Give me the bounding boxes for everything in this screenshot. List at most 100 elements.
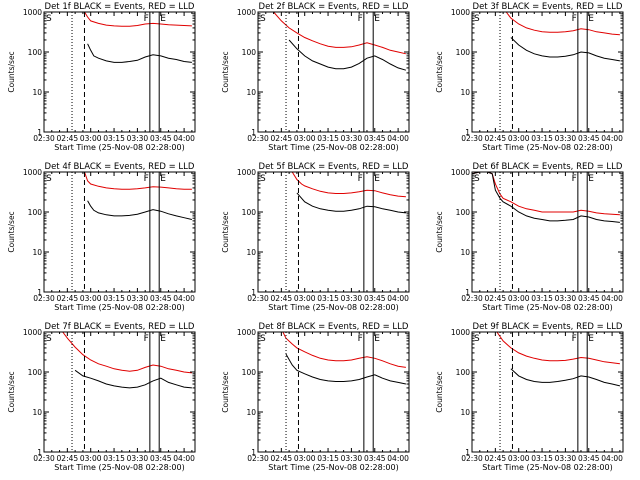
x-tick-label: 03:15 xyxy=(103,294,125,303)
series-line-events xyxy=(510,37,620,62)
y-tick-label: 10 xyxy=(460,408,470,417)
chart-panel-4: Det 4f BLACK = Events, RED = LLD S F E 02:30… xyxy=(7,162,196,312)
y-axis-label: Counts/sec xyxy=(435,51,444,92)
plot-frame xyxy=(43,11,196,133)
marker-label-e: E xyxy=(588,174,594,184)
y-tick-label: 1000 xyxy=(451,328,470,337)
x-tick-label: 03:45 xyxy=(364,454,386,463)
x-axis-label: Start Time (25-Nov-08 02:28:00) xyxy=(268,143,398,152)
chart-title: Det 6f BLACK = Events, RED = LLD xyxy=(473,162,623,172)
y-tick-label: 100 xyxy=(242,208,257,217)
chart-title: Det 7f BLACK = Events, RED = LLD xyxy=(45,322,195,332)
chart-panel-2: Det 2f BLACK = Events, RED = LLD S F E 02:30… xyxy=(221,2,410,152)
x-tick-label: 03:45 xyxy=(150,454,172,463)
y-tick-label: 10 xyxy=(246,88,256,97)
x-tick-label: 02:45 xyxy=(485,454,507,463)
x-tick-label: 03:45 xyxy=(578,294,600,303)
series-line-events xyxy=(285,353,407,385)
series-line-events xyxy=(288,39,407,71)
series-line-events xyxy=(510,368,621,387)
y-tick-label: 10 xyxy=(32,88,42,97)
marker-label-e: E xyxy=(160,174,166,184)
x-tick-label: 02:30 xyxy=(33,294,55,303)
y-tick-label: 1 xyxy=(37,128,42,137)
chart-panel-8: Det 8f BLACK = Events, RED = LLD S F E 02:30… xyxy=(221,322,410,472)
marker-label-e: E xyxy=(160,14,166,24)
series-line-lld xyxy=(291,172,406,198)
x-tick-label: 02:45 xyxy=(271,454,293,463)
chart-title: Det 1f BLACK = Events, RED = LLD xyxy=(45,2,195,12)
series-line-lld xyxy=(273,12,407,55)
chart-panel-9: Det 9f BLACK = Events, RED = LLD S F E 02:30… xyxy=(435,322,624,472)
y-tick-label: 1 xyxy=(465,448,470,457)
series-line-lld xyxy=(282,332,406,368)
y-tick-label: 1000 xyxy=(23,8,42,17)
series-line-events xyxy=(74,369,192,389)
marker-label-f: F xyxy=(144,14,149,24)
x-tick-label: 02:30 xyxy=(33,454,55,463)
x-tick-label: 03:45 xyxy=(364,134,386,143)
y-tick-label: 100 xyxy=(242,48,257,57)
chart-title: Det 2f BLACK = Events, RED = LLD xyxy=(259,2,409,12)
y-tick-label: 100 xyxy=(456,208,471,217)
plot-frame xyxy=(257,11,410,133)
marker-label-f: F xyxy=(358,14,363,24)
y-tick-label: 1 xyxy=(251,288,256,297)
y-axis-label: Counts/sec xyxy=(221,371,230,412)
x-tick-label: 04:00 xyxy=(173,294,195,303)
marker-label-e: E xyxy=(588,334,594,344)
marker-label-s: S xyxy=(474,14,480,24)
plot-frame xyxy=(257,171,410,293)
x-tick-label: 03:30 xyxy=(341,134,363,143)
y-tick-label: 10 xyxy=(460,88,470,97)
chart-title: Det 3f BLACK = Events, RED = LLD xyxy=(473,2,623,12)
chart-title: Det 8f BLACK = Events, RED = LLD xyxy=(259,322,409,332)
x-axis-label: Start Time (25-Nov-08 02:28:00) xyxy=(482,463,612,472)
x-tick-label: 03:30 xyxy=(127,294,149,303)
x-tick-label: 03:00 xyxy=(80,294,102,303)
x-tick-label: 03:45 xyxy=(150,134,172,143)
x-tick-label: 02:45 xyxy=(485,294,507,303)
marker-label-e: E xyxy=(588,14,594,24)
x-tick-label: 03:45 xyxy=(150,294,172,303)
x-tick-label: 03:15 xyxy=(531,294,553,303)
marker-label-e: E xyxy=(374,334,380,344)
y-tick-label: 1 xyxy=(251,448,256,457)
marker-label-f: F xyxy=(572,14,577,24)
x-tick-label: 03:30 xyxy=(341,454,363,463)
marker-label-s: S xyxy=(260,334,266,344)
x-tick-label: 02:30 xyxy=(461,134,483,143)
x-tick-label: 03:15 xyxy=(531,134,553,143)
plot-frame xyxy=(257,331,410,453)
x-tick-label: 02:45 xyxy=(271,134,293,143)
marker-label-f: F xyxy=(358,334,363,344)
x-axis-label: Start Time (25-Nov-08 02:28:00) xyxy=(482,303,612,312)
y-tick-label: 100 xyxy=(456,368,471,377)
y-tick-label: 1 xyxy=(37,448,42,457)
x-tick-label: 02:30 xyxy=(247,134,269,143)
chart-panel-7: Det 7f BLACK = Events, RED = LLD S F E 02:30… xyxy=(7,322,196,472)
marker-label-s: S xyxy=(260,14,266,24)
x-tick-label: 02:30 xyxy=(461,294,483,303)
y-tick-label: 100 xyxy=(28,48,43,57)
y-tick-label: 10 xyxy=(32,248,42,257)
y-tick-label: 100 xyxy=(242,368,257,377)
y-tick-label: 10 xyxy=(32,408,42,417)
x-tick-label: 03:00 xyxy=(294,454,316,463)
marker-label-f: F xyxy=(144,174,149,184)
y-axis-label: Counts/sec xyxy=(221,51,230,92)
chart-title: Det 9f BLACK = Events, RED = LLD xyxy=(473,322,623,332)
x-tick-label: 03:00 xyxy=(508,294,530,303)
x-tick-label: 04:00 xyxy=(387,294,409,303)
chart-panel-6: Det 6f BLACK = Events, RED = LLD S F E 02:30… xyxy=(435,162,624,312)
x-tick-label: 04:00 xyxy=(601,454,623,463)
plot-frame xyxy=(43,171,196,293)
y-tick-label: 100 xyxy=(28,208,43,217)
x-axis-label: Start Time (25-Nov-08 02:28:00) xyxy=(268,303,398,312)
chart-panel-5: Det 5f BLACK = Events, RED = LLD S F E 02:30… xyxy=(221,162,410,312)
x-tick-label: 03:00 xyxy=(294,134,316,143)
x-tick-label: 03:30 xyxy=(555,134,577,143)
marker-label-e: E xyxy=(374,174,380,184)
y-axis-label: Counts/sec xyxy=(435,211,444,252)
x-tick-label: 03:15 xyxy=(103,134,125,143)
